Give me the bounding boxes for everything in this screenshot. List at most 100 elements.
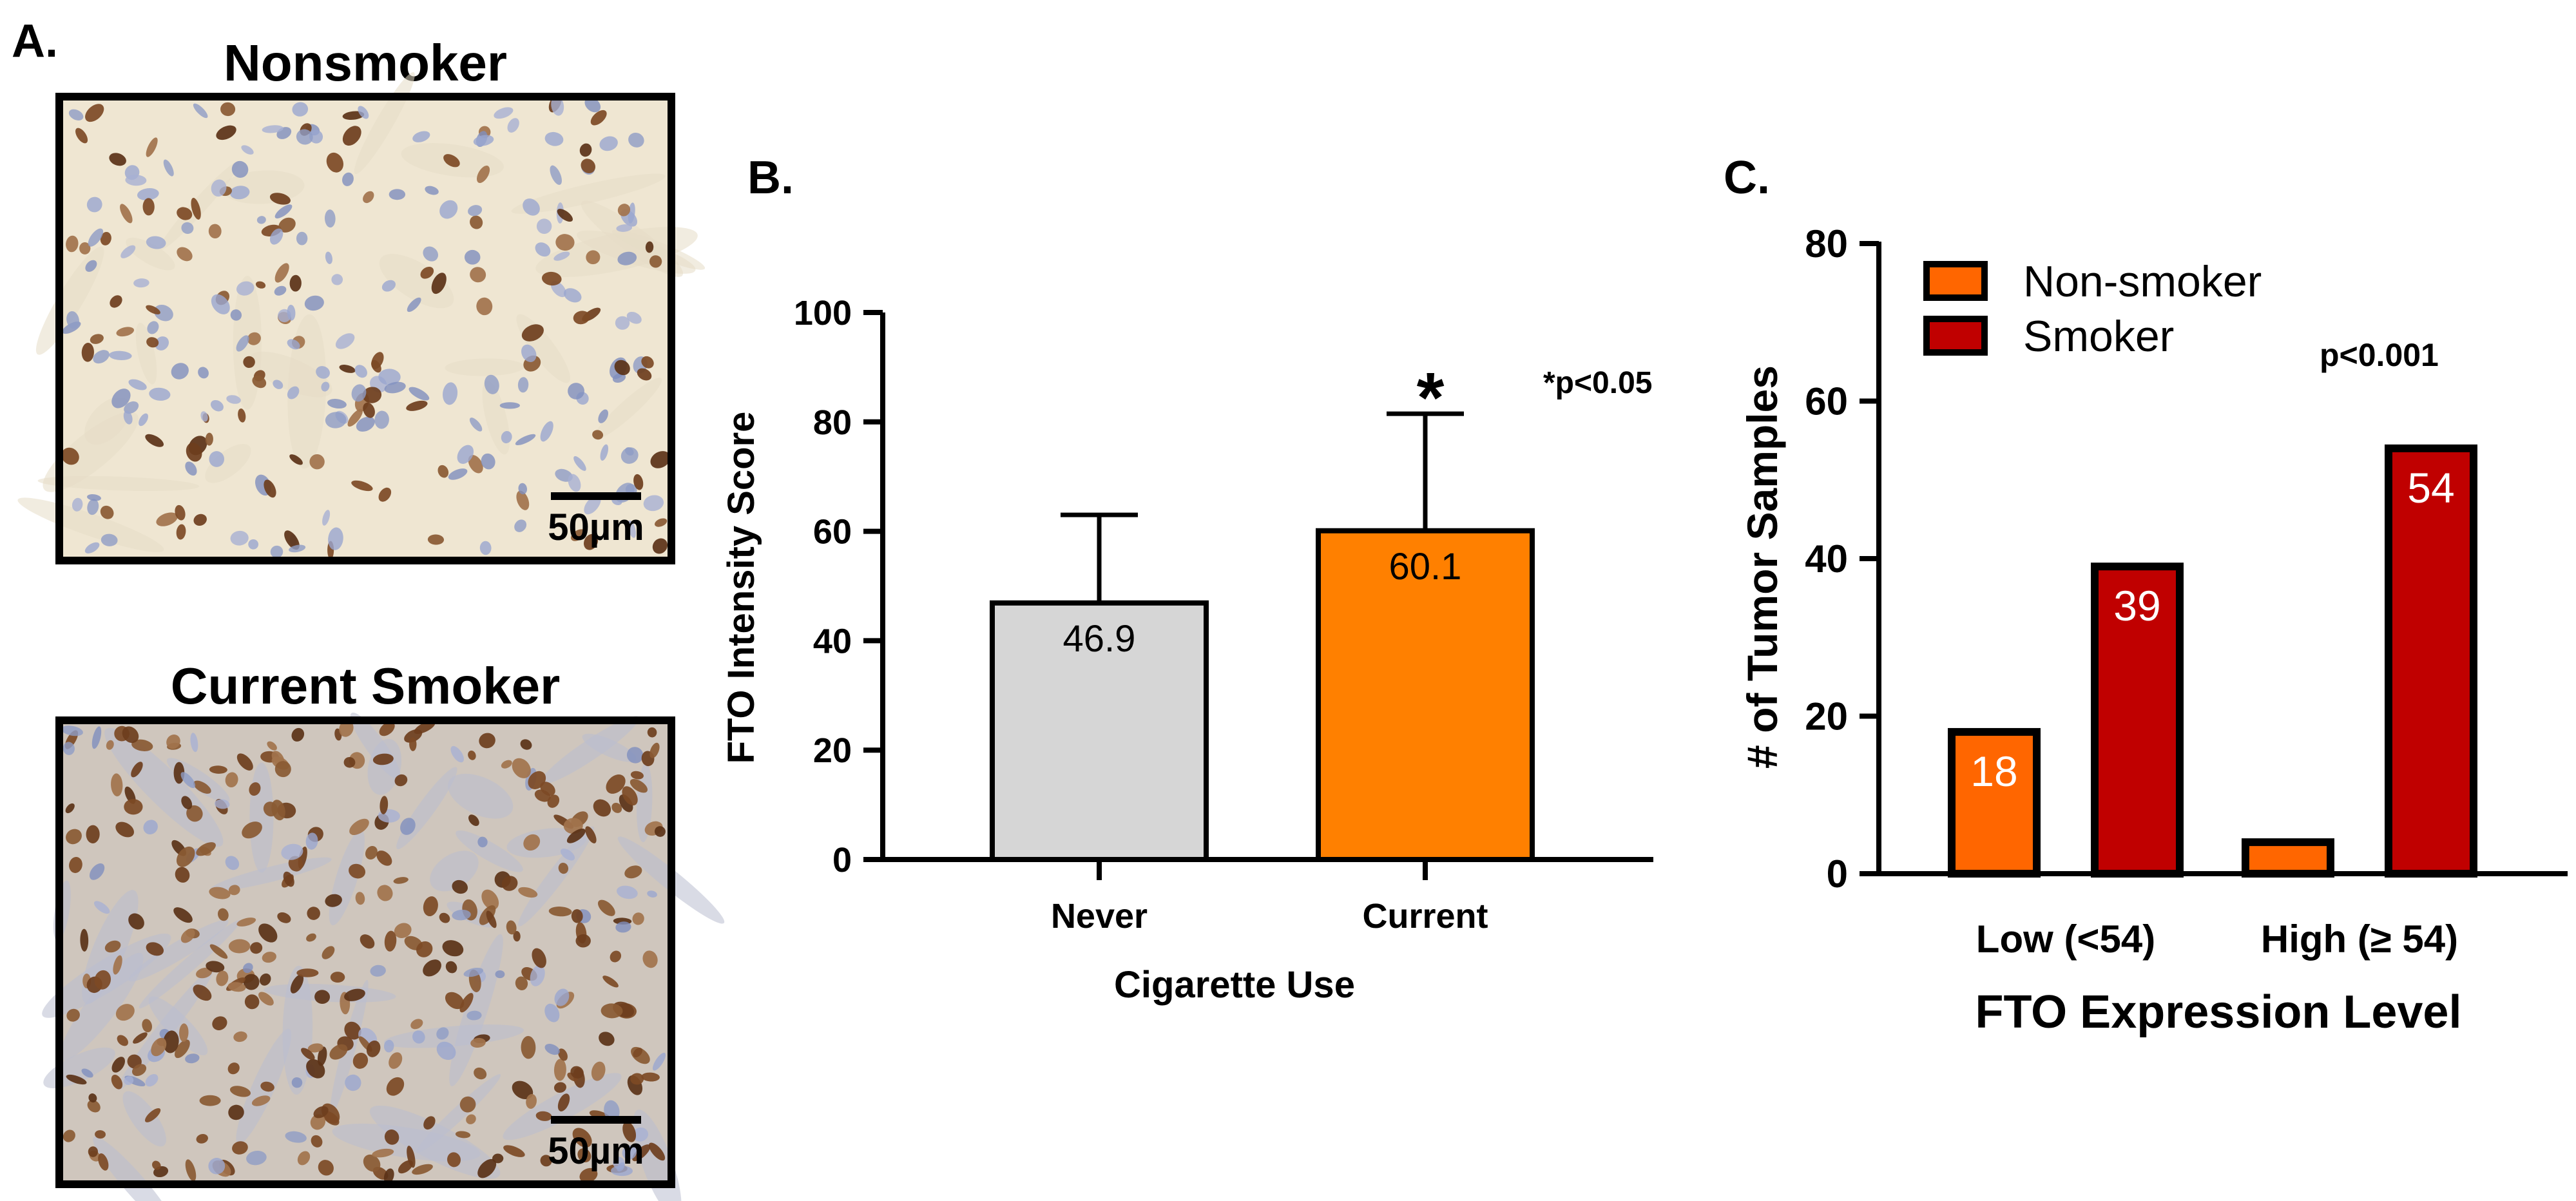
cell-nucleus: [573, 311, 590, 325]
cell-nucleus: [518, 887, 538, 898]
cell-nucleus: [199, 1095, 221, 1106]
cell-nucleus: [518, 483, 528, 495]
cell-nucleus: [264, 479, 276, 498]
cell-nucleus: [72, 497, 83, 512]
cell-nucleus: [216, 125, 236, 140]
cell-nucleus: [111, 1057, 125, 1073]
cell-nucleus: [176, 846, 195, 867]
cell-nucleus: [503, 1145, 525, 1157]
cell-nucleus: [515, 976, 528, 990]
cell-nucleus: [251, 1095, 271, 1106]
panel-b-y-tick-label: 0: [832, 841, 852, 879]
cell-nucleus: [171, 363, 189, 380]
cell-nucleus: [81, 1068, 93, 1078]
cell-nucleus: [374, 410, 389, 429]
cell-nucleus: [632, 1144, 651, 1162]
cell-nucleus: [93, 901, 110, 914]
cell-nucleus: [423, 896, 438, 917]
cell-nucleus: [200, 411, 208, 422]
cell-nucleus: [630, 1073, 644, 1085]
cell-nucleus: [372, 753, 394, 765]
cell-nucleus: [468, 205, 483, 216]
cell-nucleus: [146, 236, 166, 249]
cell-nucleus: [146, 942, 164, 956]
cell-nucleus: [394, 923, 412, 938]
cell-nucleus: [356, 416, 375, 432]
cell-nucleus: [156, 512, 178, 526]
panel-b-x-tick-label: Current: [1362, 897, 1488, 936]
cell-nucleus: [372, 1148, 394, 1158]
cell-nucleus: [370, 965, 386, 977]
cell-nucleus: [208, 224, 222, 239]
cell-nucleus: [287, 339, 300, 350]
cell-nucleus: [437, 465, 449, 478]
cell-nucleus: [151, 1037, 167, 1057]
cell-nucleus: [423, 246, 439, 262]
cell-nucleus: [637, 368, 652, 381]
cell-nucleus: [379, 722, 395, 736]
cell-nucleus: [109, 153, 126, 166]
cell-nucleus: [360, 934, 375, 949]
panel-b-y-tick-label: 40: [813, 622, 852, 660]
cell-nucleus: [115, 1004, 135, 1021]
cell-nucleus: [486, 910, 497, 928]
stroma-fiber: [84, 397, 131, 445]
cell-nucleus: [383, 1168, 394, 1184]
cell-nucleus: [479, 733, 495, 749]
cell-nucleus: [492, 1153, 504, 1164]
stroma-fiber: [611, 229, 706, 270]
cell-nucleus: [291, 1077, 303, 1088]
cell-nucleus: [178, 1023, 189, 1042]
cell-nucleus: [378, 369, 401, 385]
cell-nucleus: [398, 1160, 413, 1174]
cell-nucleus: [229, 1086, 251, 1097]
cell-nucleus: [548, 907, 572, 917]
cell-nucleus: [384, 381, 406, 394]
cell-nucleus: [330, 972, 345, 983]
cell-nucleus: [111, 389, 131, 408]
cell-nucleus: [106, 740, 114, 750]
cell-nucleus: [285, 1131, 307, 1143]
cell-nucleus: [443, 154, 460, 168]
cell-nucleus: [371, 360, 381, 373]
cell-nucleus: [650, 451, 671, 468]
panel-c-bar-non-smoker: [1948, 727, 2041, 878]
stroma-fiber: [128, 919, 229, 982]
cell-nucleus: [190, 733, 198, 753]
cell-nucleus: [540, 782, 555, 796]
cell-nucleus: [109, 351, 132, 360]
cell-nucleus: [111, 773, 123, 797]
cell-nucleus: [290, 974, 304, 994]
cell-nucleus: [376, 850, 392, 866]
cell-nucleus: [177, 207, 193, 220]
stroma-fiber: [35, 246, 104, 355]
cell-nucleus: [309, 454, 325, 470]
cell-nucleus: [238, 408, 246, 423]
cell-nucleus: [381, 280, 396, 292]
cell-nucleus: [459, 1096, 476, 1113]
stroma-fiber: [593, 378, 662, 440]
cell-nucleus: [322, 510, 331, 526]
cell-nucleus: [464, 249, 481, 265]
cell-nucleus: [274, 761, 291, 778]
cell-nucleus: [236, 753, 253, 771]
cell-nucleus: [66, 311, 79, 329]
cell-nucleus: [196, 967, 213, 979]
cell-nucleus: [455, 1131, 471, 1139]
cell-nucleus: [91, 726, 102, 749]
cell-nucleus: [327, 399, 347, 408]
cell-nucleus: [314, 990, 331, 1004]
cell-nucleus: [643, 495, 664, 512]
cell-nucleus: [273, 380, 284, 389]
cell-nucleus: [88, 1093, 97, 1103]
panel-b-x-axis-label: Cigarette Use: [1114, 964, 1355, 1006]
cell-nucleus: [283, 871, 294, 887]
cell-nucleus: [354, 365, 367, 378]
cell-nucleus: [436, 1027, 449, 1040]
cell-nucleus: [535, 1111, 552, 1121]
panel-c: C. # of Tumor Samples 0 20 40 60 80 18 39 54 L…: [1724, 152, 2568, 1038]
cell-nucleus: [540, 421, 553, 442]
cell-nucleus: [123, 410, 133, 425]
cell-nucleus: [196, 1134, 208, 1144]
cell-nucleus: [477, 1158, 497, 1178]
